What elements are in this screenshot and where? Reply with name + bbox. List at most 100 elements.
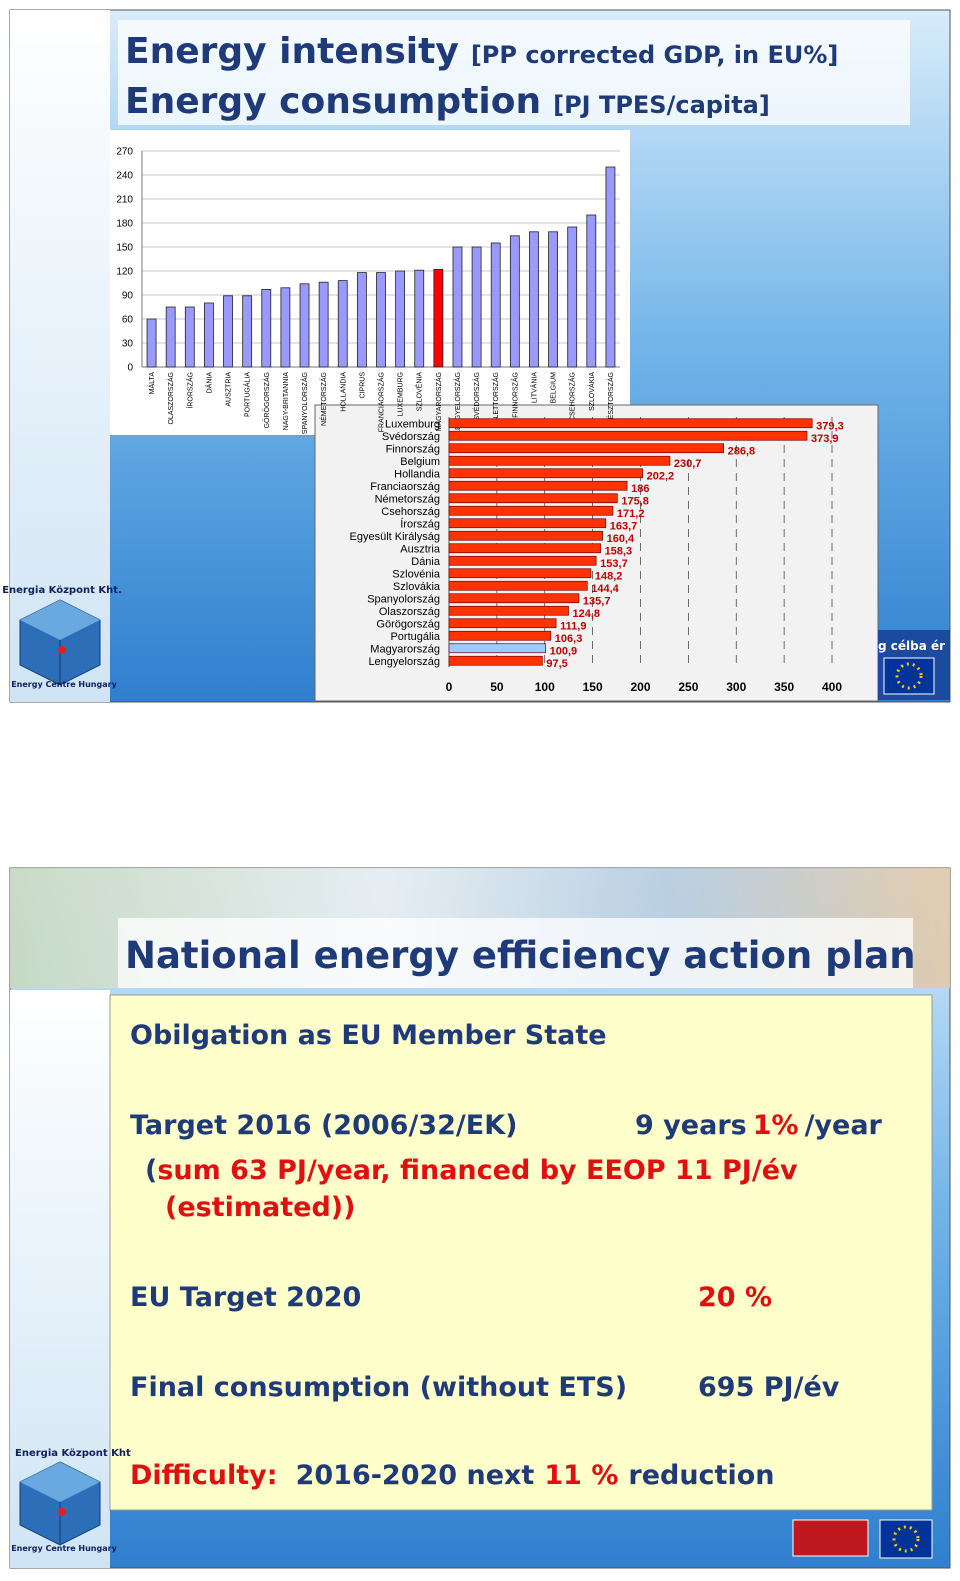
value-label: 186 [631, 483, 649, 495]
y-tick-label: 270 [116, 147, 133, 158]
title-panel [118, 918, 913, 988]
y-tick-label: Németország [375, 493, 440, 505]
value-label: 148,2 [595, 570, 623, 582]
value-label: 106,3 [555, 633, 583, 645]
y-tick-label: Portugália [390, 631, 440, 643]
text-line: EU Target 2020 [130, 1282, 361, 1313]
bar [448, 643, 546, 654]
slide-2: National energy efficiency action plan O… [9, 867, 951, 1569]
bar [448, 443, 724, 454]
x-tick-label: 300 [726, 680, 746, 694]
text-line: Obilgation as EU Member State [130, 1020, 607, 1051]
x-tick-label: FRANCIAORSZÁG [377, 372, 386, 432]
text-line: 695 PJ/év [698, 1372, 840, 1403]
org-name: Energia Központ Kht [15, 1448, 131, 1459]
bar [548, 231, 558, 368]
text-line: Difficulty: 2016-2020 next 11 % reduction [130, 1460, 775, 1491]
y-tick-label: Luxemburg [385, 418, 440, 430]
logo [19, 1461, 101, 1546]
y-tick-label: Hollandia [394, 468, 441, 480]
value-label: 171,2 [617, 508, 645, 520]
x-tick-label: SVÉDORSZÁG [472, 372, 481, 421]
bar [448, 605, 569, 616]
title: Energy consumption [125, 81, 541, 122]
value-label: 373,9 [811, 433, 839, 445]
bar [376, 272, 386, 368]
bar [448, 530, 603, 541]
y-tick-label: Spanyolország [367, 593, 440, 605]
text-line: 20 % [698, 1282, 772, 1313]
partner-logo [792, 1519, 869, 1557]
x-tick-label: PORTUGÁLIA [243, 372, 252, 417]
bar [204, 302, 214, 368]
y-tick-label: Egyesült Királyság [350, 531, 441, 543]
text: ( [145, 1155, 157, 1186]
text: reduction [628, 1460, 774, 1491]
value-label: 230,7 [674, 458, 702, 470]
value-label: 153,7 [600, 558, 628, 570]
bar [448, 555, 597, 566]
text: 2016-2020 next [296, 1460, 535, 1491]
y-tick-label: Lengyelország [368, 656, 440, 668]
text-line: Final consumption (without ETS) [130, 1372, 627, 1403]
value-label: 158,3 [605, 545, 633, 557]
x-tick-label: 0 [446, 680, 453, 694]
value-label: 124,8 [572, 608, 600, 620]
value-label: 379,3 [816, 420, 844, 432]
value-label: 97,5 [546, 658, 567, 670]
y-tick-label: 90 [122, 291, 134, 302]
y-tick-label: Írország [400, 517, 440, 530]
x-tick-label: 100 [535, 680, 555, 694]
bar [395, 270, 406, 368]
logo [19, 599, 101, 686]
value-label: 160,4 [607, 533, 635, 545]
x-tick-label: LETTORSZÁG [491, 372, 500, 419]
text-line: 9 years 1%/year [635, 1110, 883, 1141]
bar [471, 246, 482, 368]
bar [586, 214, 597, 368]
bar [448, 655, 543, 666]
eu-stars [895, 662, 923, 690]
y-tick-label: Szlovénia [392, 568, 441, 580]
x-tick-label: CSEHORSZÁG [568, 372, 577, 421]
value-label: 111,9 [560, 620, 586, 632]
text: Difficulty: [130, 1460, 278, 1491]
slide-1: Energy intensity [PP corrected GDP, in EU… [2, 9, 951, 703]
bar [452, 246, 463, 368]
text: sum 63 PJ/year, financed by EEOP 11 PJ/é… [157, 1155, 798, 1186]
x-tick-label: GÖRÖGORSZÁG [262, 372, 271, 428]
y-tick-label: Finnország [386, 443, 440, 455]
x-tick-label: 400 [822, 680, 842, 694]
x-tick-label: FINNORSZÁG [510, 372, 519, 418]
x-tick-label: 150 [583, 680, 603, 694]
bar [448, 505, 614, 516]
bar [165, 306, 176, 368]
org-name-en: Energy Centre Hungary [11, 1544, 117, 1553]
x-tick-label: DÁNIA [204, 372, 213, 394]
x-tick-label: ÉSZTORSZÁG [606, 372, 615, 419]
y-tick-label: Magyarország [370, 643, 440, 655]
bar [242, 295, 253, 368]
x-tick-label: LENGYELORSZÁG [453, 372, 462, 434]
value-label: 202,2 [647, 470, 675, 482]
title-panel [118, 20, 910, 125]
x-tick-label: NÉMETORSZÁG [319, 372, 328, 426]
bar [433, 268, 444, 368]
bar [261, 288, 272, 368]
y-tick-label: Belgium [400, 456, 440, 468]
y-tick-label: Dánia [411, 556, 441, 568]
bar [448, 630, 552, 641]
subtitle: [PJ TPES/capita] [553, 91, 770, 119]
y-tick-label: Olaszország [379, 606, 440, 618]
chart-2: 0 50 100 150 200 250 300 350 400 Luxemburg 379,3 Sv… [350, 417, 844, 694]
title-line: Energy consumption [PJ TPES/capita] [125, 81, 770, 122]
bar [509, 235, 520, 368]
x-tick-label: BELGIUM [551, 372, 558, 404]
bar [448, 618, 557, 629]
bar [146, 318, 157, 368]
x-tick-label: SZLOVÁKIA [587, 372, 596, 411]
bar [448, 543, 601, 554]
bar [448, 493, 618, 504]
x-tick-label: 200 [630, 680, 650, 694]
bar [529, 231, 539, 368]
